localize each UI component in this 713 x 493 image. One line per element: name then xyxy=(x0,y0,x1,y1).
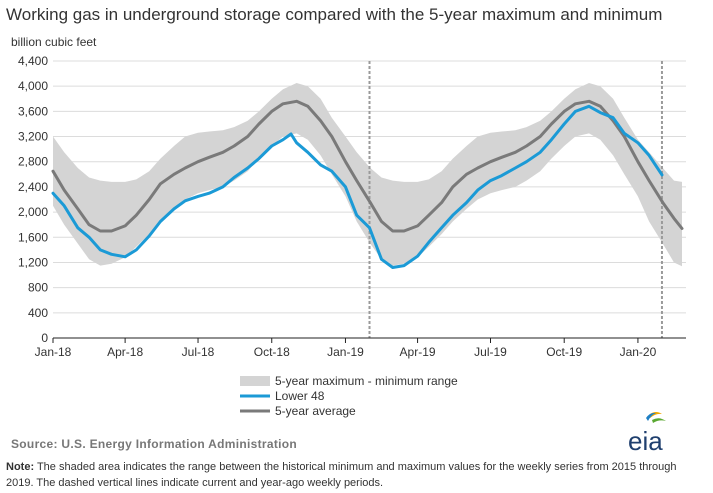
y-tick-label: 800 xyxy=(28,281,48,295)
y-tick-label: 400 xyxy=(28,306,48,320)
x-tick-label: Apr-19 xyxy=(400,345,436,359)
chart-title: Working gas in underground storage compa… xyxy=(6,5,663,24)
y-tick-label: 4,400 xyxy=(18,54,48,68)
note-body: The shaded area indicates the range betw… xyxy=(6,461,677,489)
y-tick-label: 2,400 xyxy=(18,180,48,194)
y-tick-labels: 0 400 800 1,200 1,600 2,000 2,400 2,800 3,200 3,6… xyxy=(18,54,48,345)
x-tick-label: Jan-19 xyxy=(327,345,364,359)
x-tick-label: Jul-19 xyxy=(474,345,507,359)
legend-label-lower48: Lower 48 xyxy=(275,388,325,403)
legend-item-average: 5-year average xyxy=(240,403,458,418)
y-tick-label: 3,600 xyxy=(18,104,48,118)
eia-logo-text: eia xyxy=(628,426,663,456)
axes xyxy=(52,337,686,343)
current-period-lines xyxy=(368,61,663,338)
y-tick-label: 3,200 xyxy=(18,130,48,144)
x-tick-label: Jan-20 xyxy=(620,345,657,359)
legend-swatch-average xyxy=(240,409,270,412)
series-line-lower48 xyxy=(51,104,664,269)
legend: 5-year maximum - minimum range Lower 48 … xyxy=(240,373,458,418)
legend-label-range: 5-year maximum - minimum range xyxy=(275,373,458,388)
legend-swatch-range xyxy=(240,375,270,386)
x-tick-label: Jan-18 xyxy=(35,345,72,359)
y-tick-label: 2,000 xyxy=(18,205,48,219)
note-text: Note: The shaded area indicates the rang… xyxy=(6,459,706,491)
x-tick-label: Oct-19 xyxy=(546,345,582,359)
x-tick-labels: Jan-18 Apr-18 Jul-18 Oct-18 Jan-19 Apr-19 Jul-… xyxy=(35,345,657,359)
y-tick-label: 1,600 xyxy=(18,230,48,244)
legend-label-average: 5-year average xyxy=(275,403,356,418)
range-band xyxy=(53,83,682,267)
range-band-group xyxy=(53,83,682,267)
x-tick-label: Oct-18 xyxy=(254,345,290,359)
x-tick-label: Apr-18 xyxy=(107,345,143,359)
legend-item-lower48: Lower 48 xyxy=(240,388,458,403)
chart-svg: 0 400 800 1,200 1,600 2,000 2,400 2,800 3,200 3,6… xyxy=(18,54,686,359)
legend-swatch-lower48 xyxy=(240,394,270,397)
y-tick-label: 2,800 xyxy=(18,155,48,169)
x-tick-label: Jul-18 xyxy=(182,345,215,359)
eia-logo-flame-icon xyxy=(646,412,666,423)
series-lines xyxy=(51,99,684,269)
eia-logo: eia xyxy=(622,410,682,460)
y-tick-label: 0 xyxy=(41,331,48,345)
legend-item-range: 5-year maximum - minimum range xyxy=(240,373,458,388)
y-axis-unit-label: billion cubic feet xyxy=(11,35,97,49)
source-text: Source: U.S. Energy Information Administ… xyxy=(11,437,298,451)
y-tick-label: 4,000 xyxy=(18,79,48,93)
y-tick-label: 1,200 xyxy=(18,255,48,269)
series-line-average xyxy=(51,99,684,233)
note-label: Note: xyxy=(6,461,35,473)
